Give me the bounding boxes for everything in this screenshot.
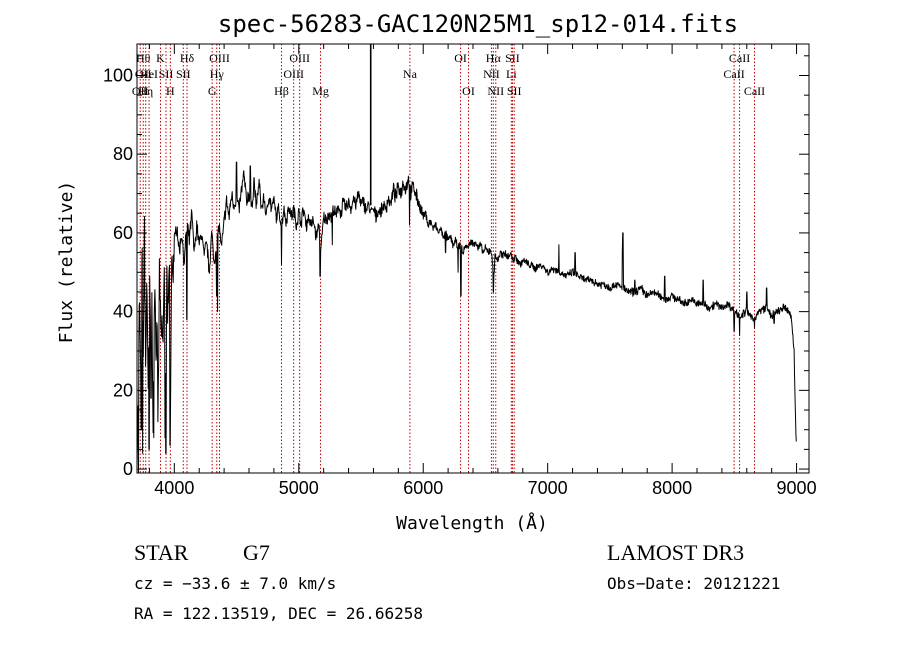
line-marker-label: Hα — [486, 51, 502, 65]
coordinates: RA = 122.13519, DEC = 26.66258 — [134, 604, 423, 623]
line-marker-label: SII — [505, 51, 520, 65]
spectrum-trace-group — [136, 44, 797, 474]
y-tick-label: 100 — [103, 65, 133, 85]
x-axis-label: Wavelength (Å) — [396, 512, 548, 534]
line-marker-label: OIII — [283, 67, 304, 81]
object-class: STAR — [134, 540, 189, 565]
emission-line-markers: OIIHθOIIHηHeIKSIIHSIIHδGHγOIIIHβOIIIOIII… — [132, 44, 765, 473]
object-subclass: G7 — [243, 540, 270, 565]
line-marker-label: NII — [483, 67, 500, 81]
line-marker-label: OI — [462, 84, 475, 98]
y-tick-label: 0 — [123, 459, 133, 479]
x-tick-label: 6000 — [403, 478, 443, 498]
line-marker-label: OIII — [289, 51, 310, 65]
line-marker-label: Hδ — [180, 51, 195, 65]
y-tick-label: 20 — [113, 380, 133, 400]
line-marker-label: SII — [507, 84, 522, 98]
spectrum-trace — [136, 161, 797, 474]
line-marker-label: Li — [506, 67, 517, 81]
line-marker-label: K — [156, 51, 165, 65]
redshift-velocity: cz = −33.6 ± 7.0 km/s — [134, 574, 336, 593]
axis-ticks: 4000 5000 6000 7000 8000 9000 0 20 40 60 80 100 — [103, 44, 817, 498]
line-marker-label: Hγ — [210, 67, 225, 81]
line-marker-label: CaII — [723, 67, 744, 81]
observation-date: Obs−Date: 20121221 — [607, 574, 780, 593]
y-axis-label: Flux (relative) — [56, 181, 77, 344]
x-tick-label: 7000 — [528, 478, 568, 498]
line-marker-label: OII — [135, 67, 152, 81]
line-marker-label: OIII — [209, 51, 230, 65]
line-marker-label: NII — [487, 84, 504, 98]
line-marker-label: Hη — [138, 84, 153, 98]
line-marker-label: OII — [132, 84, 149, 98]
y-tick-label: 60 — [113, 223, 133, 243]
line-marker-label: CaII — [729, 51, 750, 65]
line-marker-label: Hβ — [274, 84, 289, 98]
line-marker-label: OI — [454, 51, 467, 65]
line-marker-label: CaII — [744, 84, 765, 98]
y-tick-label: 40 — [113, 302, 133, 322]
line-marker-label: Na — [403, 67, 418, 81]
line-marker-label: Mg — [312, 84, 329, 98]
x-tick-label: 5000 — [279, 478, 319, 498]
x-tick-label: 9000 — [777, 478, 817, 498]
line-marker-label: SII — [176, 67, 191, 81]
plot-frame — [136, 43, 810, 474]
survey-name: LAMOST DR3 — [607, 540, 744, 565]
y-tick-label: 80 — [113, 144, 133, 164]
x-tick-label: 8000 — [652, 478, 692, 498]
x-tick-label: 4000 — [154, 478, 194, 498]
line-marker-label: SII — [159, 67, 174, 81]
line-marker-label: G — [208, 84, 217, 98]
line-marker-label: Hθ — [136, 51, 151, 65]
chart-title: spec-56283-GAC120N25M1_sp12-014.fits — [218, 10, 738, 38]
line-marker-label: HeI — [140, 67, 158, 81]
line-marker-label: H — [166, 84, 175, 98]
